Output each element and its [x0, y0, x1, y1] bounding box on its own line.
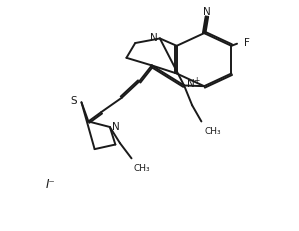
Text: F: F: [244, 37, 250, 47]
Text: N: N: [203, 7, 211, 17]
Text: I⁻: I⁻: [46, 177, 56, 190]
Text: CH₃: CH₃: [204, 126, 221, 135]
Text: N: N: [187, 78, 194, 88]
Text: N: N: [150, 33, 157, 43]
Text: CH₃: CH₃: [134, 163, 150, 172]
Text: N: N: [112, 121, 120, 131]
Text: +: +: [193, 75, 200, 84]
Text: S: S: [71, 96, 77, 106]
